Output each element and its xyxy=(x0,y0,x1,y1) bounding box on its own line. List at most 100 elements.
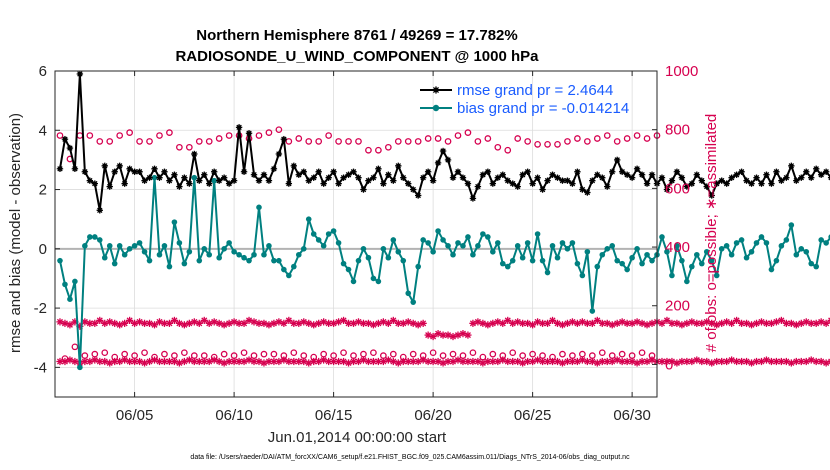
rmse-point xyxy=(96,207,103,214)
obs-assimilated-point xyxy=(419,319,427,327)
rmse-point xyxy=(191,150,198,158)
rmse-point xyxy=(245,130,253,137)
bias-point xyxy=(266,243,272,249)
obs-assimilated-point xyxy=(325,357,333,366)
obs-assimilated-point xyxy=(628,357,636,366)
obs-possible-point xyxy=(529,350,536,358)
legend-label: rmse grand pr = 2.4644 xyxy=(457,82,613,99)
obs-assimilated-point xyxy=(300,318,308,326)
bias-point xyxy=(345,266,352,273)
rmse-point xyxy=(410,186,417,193)
obs-assimilated-point xyxy=(131,319,139,327)
rmse-point xyxy=(444,156,452,164)
bias-point xyxy=(171,219,178,225)
rmse-point xyxy=(375,165,382,172)
rmse-point xyxy=(330,168,337,175)
obs-possible-point xyxy=(474,138,482,145)
obs-assimilated-point xyxy=(499,356,507,364)
obs-assimilated-point xyxy=(817,357,825,366)
obs-assimilated-point xyxy=(91,319,99,327)
obs-possible-point xyxy=(469,349,477,357)
obs-possible-point xyxy=(375,146,382,154)
obs-assimilated-point xyxy=(693,356,701,364)
rmse-point xyxy=(56,165,64,172)
obs-assimilated-point xyxy=(260,359,268,367)
rmse-point xyxy=(126,165,133,172)
legend-entry-rmse: rmse grand pr = 2.4644 xyxy=(420,82,613,99)
rmse-point xyxy=(733,171,740,178)
bias-point xyxy=(67,296,73,303)
y-left-tick-label: 6 xyxy=(39,63,47,80)
rmse-point xyxy=(464,180,472,187)
obs-assimilated-point xyxy=(230,357,238,366)
obs-possible-point xyxy=(181,349,188,357)
bias-point xyxy=(823,240,829,246)
obs-assimilated-point xyxy=(384,319,392,327)
rmse-point xyxy=(599,174,606,181)
obs-assimilated-point xyxy=(315,319,323,327)
obs-assimilated-point xyxy=(225,357,233,366)
obs-assimilated-point xyxy=(553,357,562,366)
obs-possible-point xyxy=(574,135,581,142)
bias-point xyxy=(569,240,576,246)
rmse-point xyxy=(206,180,213,187)
rmse-point xyxy=(589,177,596,184)
x-axis-label: Jun.01,2014 00:00:00 start xyxy=(268,429,447,446)
bias-point xyxy=(116,243,123,249)
obs-possible-point xyxy=(554,141,561,148)
rmse-point xyxy=(61,135,69,143)
obs-assimilated-point xyxy=(419,356,427,364)
rmse-point xyxy=(186,180,193,187)
rmse-point xyxy=(623,171,631,178)
bias-point xyxy=(241,254,247,261)
bias-point xyxy=(305,216,312,222)
bias-point xyxy=(748,248,755,255)
obs-possible-point xyxy=(603,132,611,139)
bias-point xyxy=(738,237,745,243)
obs-assimilated-point xyxy=(459,330,467,338)
rmse-point xyxy=(86,177,94,184)
y-right-tick-label: 0 xyxy=(665,356,673,373)
rmse-point xyxy=(215,177,223,184)
obs-assimilated-point xyxy=(643,357,651,366)
obs-assimilated-point xyxy=(613,356,621,364)
rmse-point xyxy=(360,186,367,193)
obs-assimilated-point xyxy=(703,318,711,326)
obs-assimilated-point xyxy=(354,357,363,366)
bias-point xyxy=(415,263,421,270)
bias-point xyxy=(435,228,441,234)
bias-point xyxy=(604,246,611,252)
rmse-point xyxy=(763,171,770,178)
rmse-point xyxy=(618,168,626,175)
bias-point xyxy=(733,240,740,246)
obs-possible-point xyxy=(141,349,148,357)
obs-possible-point xyxy=(116,132,124,139)
legend-label: bias grand pr = -0.014214 xyxy=(457,100,629,117)
obs-assimilated-point xyxy=(344,359,353,367)
rmse-point xyxy=(345,171,352,178)
obs-assimilated-point xyxy=(797,319,805,327)
obs-assimilated-point xyxy=(61,357,69,366)
obs-assimilated-point xyxy=(509,319,517,327)
obs-assimilated-point xyxy=(822,359,830,367)
rmse-point xyxy=(783,174,790,181)
bias-point xyxy=(490,248,496,255)
obs-assimilated-point xyxy=(86,357,94,366)
obs-assimilated-point xyxy=(762,356,771,364)
obs-assimilated-point xyxy=(728,319,736,327)
obs-assimilated-point xyxy=(305,359,313,367)
rmse-point xyxy=(111,168,118,175)
y-left-tick-label: -2 xyxy=(34,300,47,317)
rmse-point xyxy=(265,177,273,184)
bias-point xyxy=(549,243,556,249)
bias-point xyxy=(544,269,551,276)
data-series xyxy=(56,70,830,371)
x-tick-label: 06/15 xyxy=(315,407,353,424)
bias-point xyxy=(286,272,292,279)
rmse-point xyxy=(768,180,775,187)
bias-point xyxy=(529,257,536,264)
obs-assimilated-point xyxy=(334,318,343,326)
obs-assimilated-point xyxy=(195,357,203,366)
obs-assimilated-point xyxy=(280,356,288,364)
